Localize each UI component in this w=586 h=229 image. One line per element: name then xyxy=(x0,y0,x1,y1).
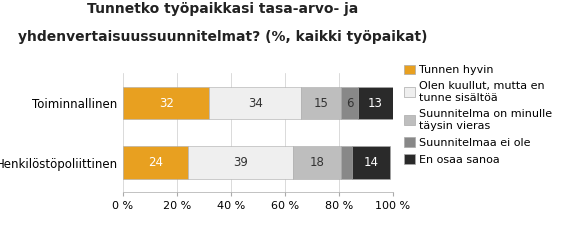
Bar xyxy=(188,146,293,179)
Bar xyxy=(342,87,357,120)
Bar xyxy=(293,146,342,179)
Bar xyxy=(123,146,188,179)
Text: 32: 32 xyxy=(159,97,173,109)
Text: 13: 13 xyxy=(367,97,383,109)
Text: 34: 34 xyxy=(248,97,263,109)
Bar xyxy=(342,146,352,179)
Text: yhdenvertaisuussuunnitelmat? (%, kaikki työpaikat): yhdenvertaisuussuunnitelmat? (%, kaikki … xyxy=(18,30,427,44)
Text: 6: 6 xyxy=(346,97,353,109)
Bar xyxy=(357,87,393,120)
Text: 39: 39 xyxy=(233,156,248,169)
Text: 15: 15 xyxy=(314,97,329,109)
Text: 14: 14 xyxy=(363,156,379,169)
Text: 24: 24 xyxy=(148,156,163,169)
Bar xyxy=(301,87,342,120)
Bar xyxy=(209,87,301,120)
Text: 18: 18 xyxy=(310,156,325,169)
Text: Tunnetko työpaikkasi tasa-arvo- ja: Tunnetko työpaikkasi tasa-arvo- ja xyxy=(87,2,358,16)
Legend: Tunnen hyvin, Olen kuullut, mutta en
tunne sisältöä, Suunnitelma on minulle
täys: Tunnen hyvin, Olen kuullut, mutta en tun… xyxy=(404,65,552,164)
Bar xyxy=(352,146,390,179)
Bar xyxy=(123,87,209,120)
